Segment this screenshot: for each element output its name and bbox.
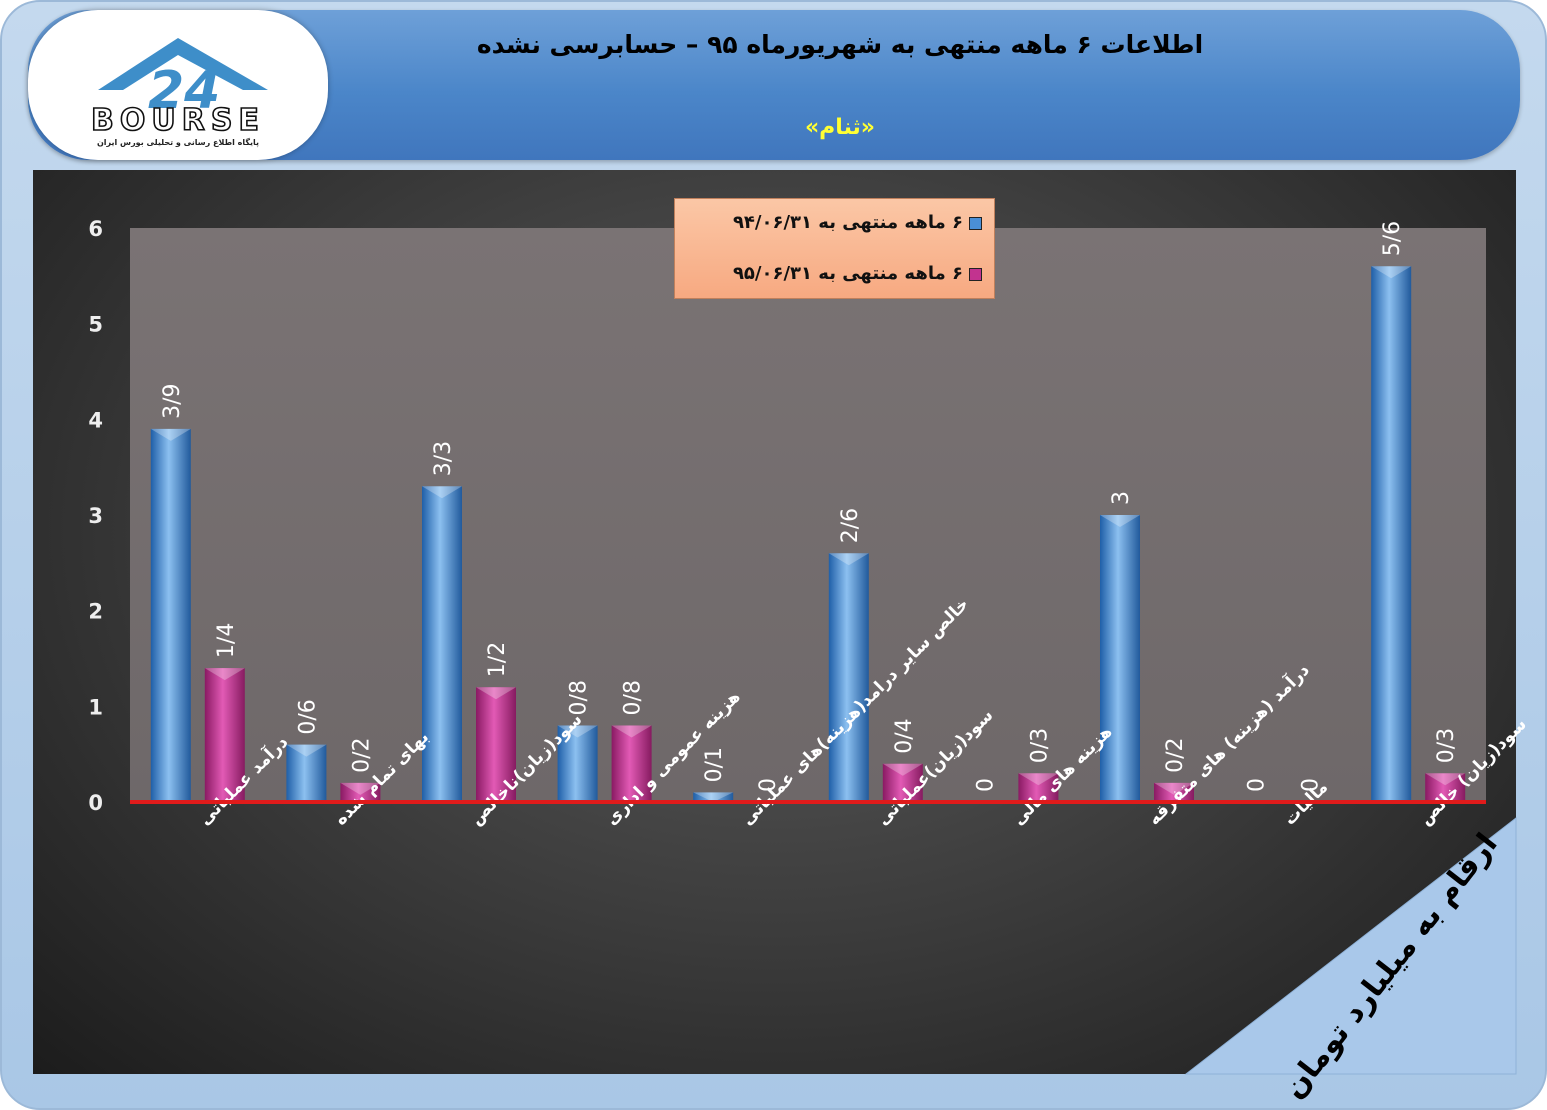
bar-value-label: 0/3: [1027, 728, 1052, 763]
bar-cap: [1371, 266, 1412, 279]
bar-value-label: 0: [1299, 778, 1324, 792]
bar-1: [422, 486, 462, 802]
bar-value-label: 0/8: [567, 680, 592, 715]
bar-2: [204, 668, 245, 802]
bar-cap: [1425, 773, 1466, 786]
y-tick-label: 6: [88, 217, 103, 241]
bar-2: [882, 763, 923, 802]
bar-cap: [340, 782, 381, 795]
bar-value-label: 0/2: [349, 737, 374, 772]
bar-cap: [828, 553, 869, 566]
legend-swatch-2: [969, 267, 982, 281]
bar-cap: [882, 763, 923, 776]
logo-tagline: پایگاه اطلاع رسانی و تحلیلی بورس ایران: [96, 138, 260, 147]
bar-cap: [204, 668, 245, 681]
company-symbol: «ثنام»: [804, 115, 876, 140]
bar-value-label: 0/4: [892, 718, 917, 753]
page-title: اطلاعات ۶ ماهه منتهی به شهریورماه ۹۵ – ح…: [476, 30, 1204, 59]
bar-1: [286, 744, 327, 802]
bar-cap: [1100, 515, 1140, 527]
bar-cap: [1018, 773, 1059, 786]
bar-value-label: 0/8: [621, 680, 646, 715]
bar-value-label: 3/3: [431, 441, 456, 476]
bar-cap: [611, 725, 652, 738]
bar-1: [1100, 515, 1140, 802]
bar-1: [1371, 266, 1412, 802]
bar-2: [1018, 773, 1059, 802]
bar-cap: [150, 428, 191, 441]
logo-text: BOURSE: [91, 103, 265, 138]
bar-2: [476, 687, 516, 802]
bar-2: [1154, 782, 1194, 802]
bar-value-label: 3/9: [160, 383, 185, 418]
bar-cap: [693, 792, 734, 802]
legend-label-2: ۶ ماهه منتهی به ۹۵/۰۶/۳۱: [732, 263, 963, 284]
bar-2: [1425, 773, 1466, 802]
bourse-logo: 24 BOURSE پایگاه اطلاع رسانی و تحلیلی بو…: [28, 10, 328, 160]
bar-cap: [557, 725, 598, 738]
bar-1: [693, 792, 734, 802]
y-tick-label: 0: [88, 791, 103, 815]
bar-value-label: 0/3: [1434, 728, 1459, 763]
svg-text:24: 24: [148, 61, 220, 121]
legend-entry-2: ۶ ماهه منتهی به ۹۵/۰۶/۳۱: [687, 263, 982, 284]
bar-1: [150, 428, 191, 802]
bar-value-label: 3: [1109, 491, 1134, 505]
bar-value-label: 0/2: [1163, 737, 1188, 772]
legend-label-1: ۶ ماهه منتهی به ۹۴/۰۶/۳۱: [732, 212, 963, 233]
chart-legend: ۶ ماهه منتهی به ۹۴/۰۶/۳۱ ۶ ماهه منتهی به…: [674, 198, 995, 299]
bar-1: [828, 553, 869, 802]
bar-2: [611, 725, 652, 802]
y-tick-label: 3: [88, 504, 103, 528]
bar-value-label: 2/6: [838, 508, 863, 543]
bar-value-label: 0/1: [702, 747, 727, 782]
bar-2: [340, 782, 381, 802]
y-tick-label: 4: [88, 408, 103, 432]
bar-1: [557, 725, 598, 802]
bar-value-label: 0: [756, 778, 781, 792]
bar-cap: [422, 486, 462, 499]
bar-value-label: 0: [1245, 778, 1270, 792]
plot-area: [130, 228, 1486, 803]
bar-value-label: 0/6: [295, 699, 320, 734]
bar-value-label: 1/2: [485, 642, 510, 677]
y-tick-label: 1: [88, 695, 103, 719]
bar-cap: [1154, 782, 1194, 795]
bar-value-label: 5/6: [1380, 221, 1405, 256]
y-tick-label: 2: [88, 600, 103, 624]
legend-swatch-1: [969, 216, 982, 230]
bar-value-label: 1/4: [214, 623, 239, 658]
bar-cap: [476, 687, 516, 700]
legend-entry-1: ۶ ماهه منتهی به ۹۴/۰۶/۳۱: [687, 212, 982, 233]
y-tick-label: 5: [88, 313, 103, 337]
bar-cap: [286, 744, 327, 757]
bar-value-label: 0: [973, 778, 998, 792]
